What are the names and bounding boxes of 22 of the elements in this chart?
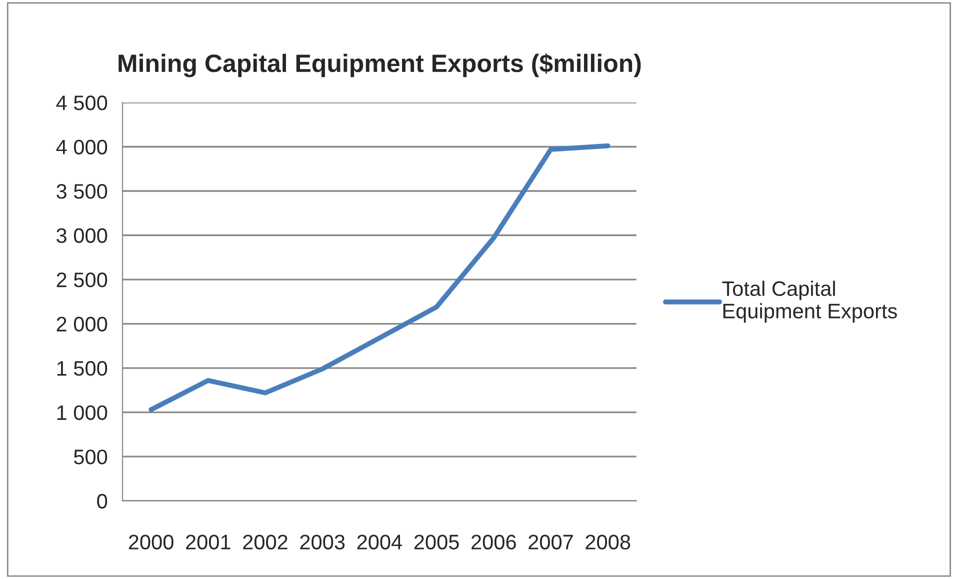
y-tick-label: 3 500	[56, 184, 108, 199]
x-tick-label: 2007	[528, 534, 573, 550]
y-tick-label: 4 000	[56, 140, 108, 154]
x-tick-label: 2002	[243, 534, 288, 550]
y-tick-label: 2 000	[56, 316, 108, 332]
x-tick-label: 2005	[414, 534, 459, 550]
x-tick-label: 2006	[472, 534, 516, 550]
x-tick-label: 2001	[186, 534, 230, 550]
chart-title: Mining Capital Equipment Exports ($million)	[118, 53, 641, 78]
y-tick-label: 4 500	[56, 95, 108, 110]
x-tick-label: 2004	[357, 534, 402, 550]
y-tick-label: 3 000	[56, 228, 108, 244]
line-series	[148, 143, 610, 412]
x-tick-label: 2003	[300, 534, 345, 550]
y-tick-label: 2 500	[56, 272, 108, 288]
y-tick-label: 1 500	[57, 361, 108, 376]
x-tick-label: 2008	[586, 534, 630, 550]
y-tick-label: 500	[74, 450, 108, 464]
y-tick-label: 1 000	[57, 405, 108, 420]
y-tick-label: 0	[97, 494, 108, 509]
x-tick-label: 2000	[128, 534, 174, 550]
legend-label: Total Capital Equipment Exports	[722, 280, 897, 323]
